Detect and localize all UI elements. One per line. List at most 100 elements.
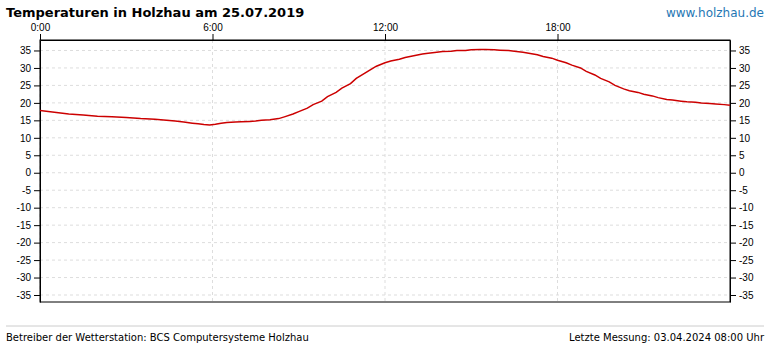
grid-line-x <box>385 40 386 302</box>
axis-line <box>41 40 731 41</box>
tick-label: 30 <box>739 63 751 74</box>
grid-line-x <box>212 40 213 302</box>
tick-label: 30 <box>20 63 32 74</box>
footer-right: Letzte Messung: 03.04.2024 08:00 Uhr <box>569 332 765 343</box>
tick-label: -5 <box>22 185 31 196</box>
tick-label: 15 <box>20 115 32 126</box>
tick-label: 0:00 <box>31 22 51 33</box>
tick: -15 <box>17 220 40 231</box>
tick-label: -35 <box>17 290 32 301</box>
tick-mark <box>730 103 736 104</box>
tick-mark <box>34 155 40 156</box>
grid-line-y <box>40 242 730 243</box>
grid-line-y <box>40 50 730 51</box>
tick: -25 <box>730 255 754 266</box>
tick-mark <box>213 34 214 40</box>
tick: 5 <box>25 150 40 161</box>
tick-label: -20 <box>17 237 32 248</box>
tick: 10 <box>730 133 751 144</box>
tick-mark <box>730 260 736 261</box>
temperature-line <box>40 49 730 124</box>
tick: 6:00 <box>203 22 223 40</box>
chart: 0:006:0012:0018:00-35-30-25-20-15-10-505… <box>0 0 770 350</box>
grid-line-y <box>40 67 730 68</box>
tick: 20 <box>20 98 40 109</box>
grid-line-y <box>40 260 730 261</box>
tick-label: 15 <box>739 115 751 126</box>
tick: 30 <box>20 63 40 74</box>
tick-label: -10 <box>17 202 32 213</box>
plot: 0:006:0012:0018:00-35-30-25-20-15-10-505… <box>17 22 754 303</box>
tick: 25 <box>20 80 40 91</box>
footer-separator <box>6 326 764 327</box>
tick-mark <box>34 190 40 191</box>
tick-mark <box>730 85 736 86</box>
tick-mark <box>34 243 40 244</box>
tick-mark <box>34 260 40 261</box>
tick: 25 <box>730 80 751 91</box>
tick-mark <box>730 278 736 279</box>
tick-label: 5 <box>739 150 745 161</box>
tick-mark <box>40 34 41 40</box>
y-axis-right: -35-30-25-20-15-10-505101520253035 <box>730 41 754 303</box>
tick-label: 5 <box>25 150 31 161</box>
tick-mark <box>34 85 40 86</box>
tick-mark <box>34 50 40 51</box>
tick-label: -30 <box>17 272 32 283</box>
tick: -35 <box>17 290 40 301</box>
x-axis: 0:006:0012:0018:00 <box>31 22 731 41</box>
tick-label: -35 <box>739 290 754 301</box>
tick-label: 10 <box>739 133 751 144</box>
tick-label: -20 <box>739 237 754 248</box>
tick-mark <box>730 68 736 69</box>
tick: 15 <box>730 115 751 126</box>
tick-mark <box>34 138 40 139</box>
url-text: www.holzhau.de <box>666 6 764 20</box>
tick: 30 <box>730 63 751 74</box>
tick-label: 0 <box>25 167 31 178</box>
grid-line-y <box>40 225 730 226</box>
tick: -20 <box>17 237 40 248</box>
tick-label: 25 <box>739 80 751 91</box>
tick-label: -25 <box>17 255 32 266</box>
y-axis-left: -35-30-25-20-15-10-505101520253035 <box>17 41 41 303</box>
tick-label: -15 <box>17 220 32 231</box>
tick-mark <box>730 155 736 156</box>
tick-mark <box>730 50 736 51</box>
tick-mark <box>730 295 736 296</box>
tick-label: 25 <box>20 80 32 91</box>
tick: -25 <box>17 255 40 266</box>
tick: -30 <box>17 272 40 283</box>
tick-label: 35 <box>739 45 751 56</box>
tick-label: 10 <box>20 133 32 144</box>
tick: 35 <box>730 45 751 56</box>
plot-frame <box>40 40 730 302</box>
tick-mark <box>385 34 386 40</box>
tick-label: 20 <box>739 98 751 109</box>
tick-mark <box>34 225 40 226</box>
tick-label: 6:00 <box>203 22 223 33</box>
tick-label: -10 <box>739 202 754 213</box>
tick: -10 <box>730 202 754 213</box>
tick-mark <box>730 243 736 244</box>
tick-label: 20 <box>20 98 32 109</box>
tick-label: -30 <box>739 272 754 283</box>
tick-mark <box>34 68 40 69</box>
tick: 18:00 <box>545 22 570 40</box>
tick: 5 <box>730 150 745 161</box>
tick-mark <box>730 120 736 121</box>
tick-label: 18:00 <box>545 22 570 33</box>
tick: 20 <box>730 98 751 109</box>
grid-line-y <box>40 85 730 86</box>
axis-line <box>730 41 731 303</box>
tick: 15 <box>20 115 40 126</box>
footer-left: Betreiber der Wetterstation: BCS Compute… <box>6 332 309 343</box>
tick-mark <box>558 34 559 40</box>
grid <box>40 40 730 302</box>
tick-label: -25 <box>739 255 754 266</box>
tick-mark <box>34 173 40 174</box>
tick: 0:00 <box>31 22 51 40</box>
tick: -35 <box>730 290 754 301</box>
tick-mark <box>34 120 40 121</box>
tick-mark <box>730 208 736 209</box>
